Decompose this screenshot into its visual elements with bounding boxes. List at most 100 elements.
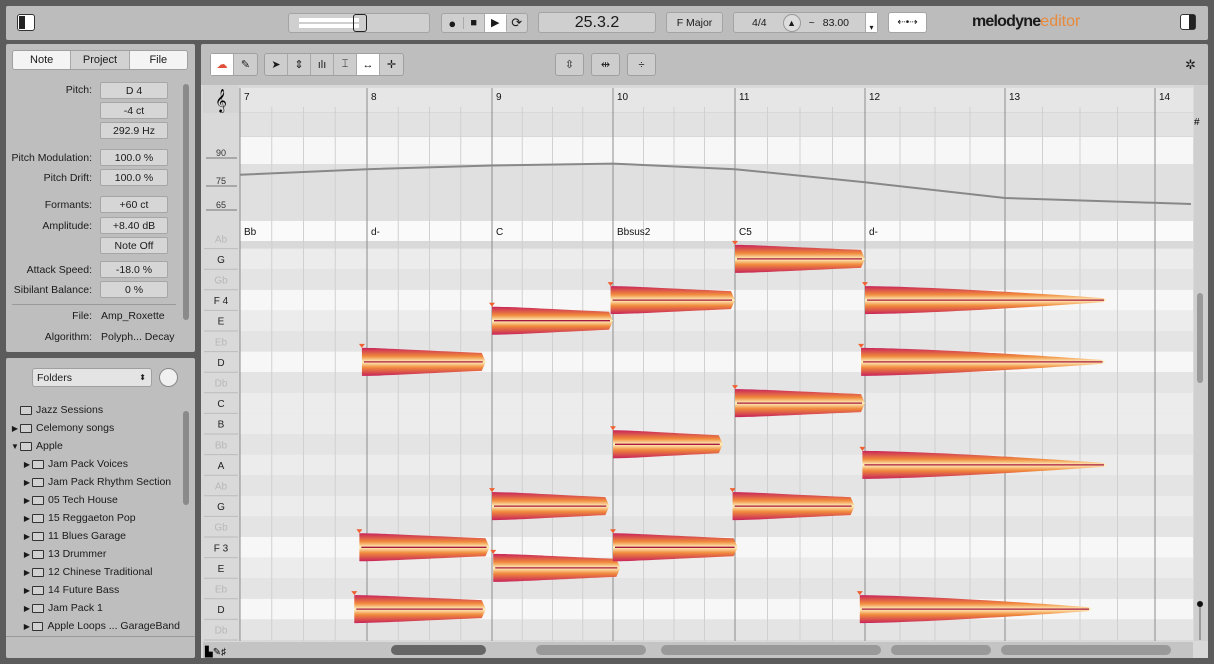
chord-label[interactable]: C — [496, 227, 503, 238]
treble-clef-icon[interactable]: 𝄞 — [215, 90, 227, 113]
note-start-marker[interactable] — [862, 282, 868, 287]
pitch-field[interactable]: D 4 — [100, 82, 168, 99]
note-start-marker[interactable] — [489, 302, 495, 307]
note-start-marker[interactable] — [856, 591, 863, 596]
separation-tool-icon[interactable]: ✛ — [386, 59, 397, 71]
chord-lane[interactable] — [240, 221, 1193, 241]
bar-number[interactable]: 11 — [739, 92, 750, 103]
bar-number[interactable]: 9 — [496, 92, 502, 103]
inspector-scrollbar[interactable] — [183, 84, 189, 320]
disclosure-icon[interactable]: ▶ — [23, 459, 31, 469]
tab-project[interactable]: Project — [71, 51, 130, 69]
key-display[interactable]: F Major — [666, 12, 723, 33]
sibilant-field[interactable]: 0 % — [100, 281, 168, 298]
note-start-marker[interactable] — [610, 529, 616, 534]
folder-item[interactable]: ▶ 05 Tech House — [10, 491, 180, 509]
metronome-icon[interactable]: ▲ — [782, 13, 801, 32]
note-start-marker[interactable] — [859, 446, 866, 451]
gear-icon[interactable]: ✲ — [1185, 57, 1196, 72]
bar-number[interactable]: 12 — [869, 92, 881, 103]
note-blob[interactable] — [729, 488, 855, 521]
folder-item[interactable]: ▶ 14 Future Bass — [10, 581, 180, 599]
stop-icon[interactable]: ■ — [462, 17, 485, 29]
refresh-icon[interactable] — [159, 368, 178, 387]
disclosure-icon[interactable]: ▶ — [23, 549, 31, 559]
folder-item[interactable]: ▶ Apple Loops ... GarageBand — [10, 617, 180, 635]
disclosure-icon[interactable]: ▶ — [11, 423, 19, 433]
amplitude-tool-icon[interactable]: ılı — [311, 54, 334, 75]
pitch-drift-field[interactable]: 100.0 % — [100, 169, 168, 186]
note-start-marker[interactable] — [489, 488, 495, 493]
quantize-time-icon[interactable]: ⇹ — [591, 53, 620, 76]
pointer-tool-icon[interactable]: ➤ — [265, 54, 288, 75]
folder-item[interactable]: Jazz Sessions — [10, 401, 180, 419]
frequency-field[interactable]: 292.9 Hz — [100, 122, 168, 139]
pitch-tool-icon[interactable]: ⇕ — [288, 54, 311, 75]
folder-item[interactable]: ▶ Jam Pack 1 — [10, 599, 180, 617]
note-blob[interactable] — [607, 282, 735, 315]
note-start-marker[interactable] — [729, 488, 736, 493]
toggle-inspector-icon[interactable] — [17, 14, 35, 31]
note-start-marker[interactable] — [351, 591, 358, 596]
disclosure-icon[interactable]: ▶ — [23, 621, 30, 631]
note-blob[interactable] — [858, 343, 1106, 376]
disclosure-icon[interactable]: ▼ — [11, 441, 19, 451]
time-tool-icon[interactable]: ↔ — [357, 54, 380, 75]
quantize-pitch-icon[interactable]: ⇳ — [555, 53, 584, 76]
pitch-mod-field[interactable]: 100.0 % — [100, 149, 168, 166]
note-blob[interactable] — [489, 302, 613, 335]
bar-number[interactable]: 13 — [1009, 92, 1021, 103]
bar-number[interactable]: 10 — [617, 92, 629, 103]
note-blob[interactable] — [732, 240, 865, 273]
note-start-marker[interactable] — [356, 529, 363, 534]
tempo-curve[interactable] — [239, 162, 1192, 205]
position-display[interactable]: 25.3.2 — [538, 12, 656, 33]
tab-note[interactable]: Note — [13, 51, 72, 69]
folder-item[interactable]: ▶ Celemony songs — [10, 419, 180, 437]
note-start-marker[interactable] — [858, 343, 865, 348]
tempo-stretch-icon[interactable]: ⇠•⇢ — [888, 12, 927, 33]
level-icon[interactable]: ÷ — [627, 53, 656, 76]
bar-number[interactable]: 8 — [371, 92, 377, 103]
note-start-marker[interactable] — [732, 385, 738, 390]
formant-tool-icon[interactable]: ⌶ — [334, 54, 357, 75]
time-signature[interactable]: 4/4 — [752, 16, 767, 29]
note-blob[interactable] — [351, 591, 486, 624]
disclosure-icon[interactable]: ▶ — [23, 531, 31, 541]
cents-field[interactable]: -4 ct — [100, 102, 168, 119]
chord-label[interactable]: d- — [869, 227, 878, 238]
note-start-marker[interactable] — [358, 343, 365, 348]
disclosure-icon[interactable]: ▶ — [23, 513, 31, 523]
disclosure-icon[interactable]: ▶ — [23, 477, 31, 487]
disclosure-icon[interactable]: ▶ — [23, 585, 31, 595]
folder-item[interactable]: ▶ Jam Pack Rhythm Section — [10, 473, 180, 491]
folder-item[interactable]: ▶ Jam Pack Voices — [10, 455, 180, 473]
disclosure-icon[interactable]: ▶ — [23, 603, 31, 613]
chord-label[interactable]: d- — [371, 227, 380, 238]
tempo-dropdown-icon[interactable]: ▾ — [865, 13, 877, 32]
tempo-display[interactable]: 4/4 ▲ ~ 83.00 ▾ — [733, 12, 878, 33]
note-blob[interactable] — [856, 591, 1092, 624]
chord-label[interactable]: Bbsus2 — [617, 227, 651, 238]
note-start-marker[interactable] — [610, 426, 616, 431]
slider-handle[interactable] — [353, 14, 367, 32]
ruler[interactable] — [240, 88, 1193, 112]
note-blob[interactable] — [490, 549, 621, 582]
vertical-scrollbar[interactable] — [1197, 293, 1203, 383]
note-off-button[interactable]: Note Off — [100, 237, 168, 254]
tools-icon[interactable]: ▙✎♯ — [204, 645, 226, 658]
note-blob[interactable] — [859, 446, 1107, 479]
bar-number[interactable]: 14 — [1159, 92, 1171, 103]
note-start-marker[interactable] — [607, 282, 614, 287]
disclosure-icon[interactable]: ▶ — [23, 567, 31, 577]
note-start-marker[interactable] — [490, 549, 497, 554]
folder-item[interactable]: ▶ 12 Chinese Traditional — [10, 563, 180, 581]
tempo-value[interactable]: 83.00 — [822, 16, 850, 29]
loop-icon[interactable]: ⟳ — [505, 15, 528, 31]
browser-scrollbar[interactable] — [183, 411, 189, 505]
disclosure-icon[interactable]: ▶ — [23, 495, 31, 505]
tab-file[interactable]: File — [129, 51, 187, 69]
volume-slider[interactable] — [288, 13, 430, 33]
wrench-icon[interactable]: ✎ — [240, 59, 251, 71]
note-blob[interactable] — [862, 282, 1107, 315]
